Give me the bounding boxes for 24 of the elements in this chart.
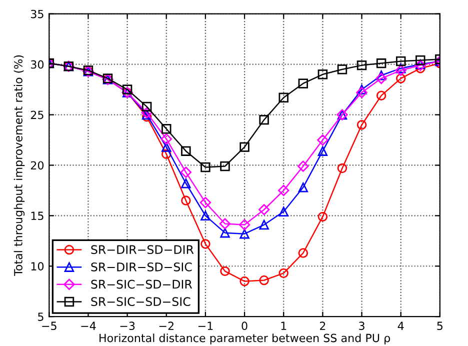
y-tick-label: 20 (30, 161, 44, 170)
x-tick-label: −3 (120, 322, 135, 330)
legend-label: SR−SIC−SD−SIC (91, 297, 190, 306)
x-tick-label: 5 (437, 322, 442, 330)
x-tick-label: 4 (398, 322, 404, 330)
y-axis-title: Total throughput improvement ratio (%) (14, 55, 25, 276)
y-tick-label: 30 (30, 60, 44, 69)
y-tick-label: 25 (30, 110, 44, 120)
legend-label: SR−DIR−SD−DIR (91, 245, 194, 254)
x-tick-label: −4 (81, 322, 96, 330)
x-tick-label: −5 (42, 322, 56, 330)
y-tick-label: 15 (31, 212, 44, 220)
x-tick-label: 3 (359, 322, 364, 330)
legend-label: SR−SIC−SD−DIR (91, 280, 192, 289)
x-tick-label: 2 (320, 322, 326, 330)
x-axis-title: Horizontal distance parameter between SS and PU ρ (100, 334, 390, 344)
legend-label: SR−DIR−SD−SIC (91, 262, 192, 272)
y-tick-label: 35 (30, 10, 44, 18)
y-tick-label: 5 (38, 312, 44, 321)
x-tick-label: −2 (159, 322, 174, 330)
x-tick-label: 1 (281, 322, 286, 330)
x-tick-label: 0 (242, 322, 248, 330)
y-tick-label: 10 (31, 262, 44, 271)
x-tick-label: −1 (198, 322, 213, 330)
